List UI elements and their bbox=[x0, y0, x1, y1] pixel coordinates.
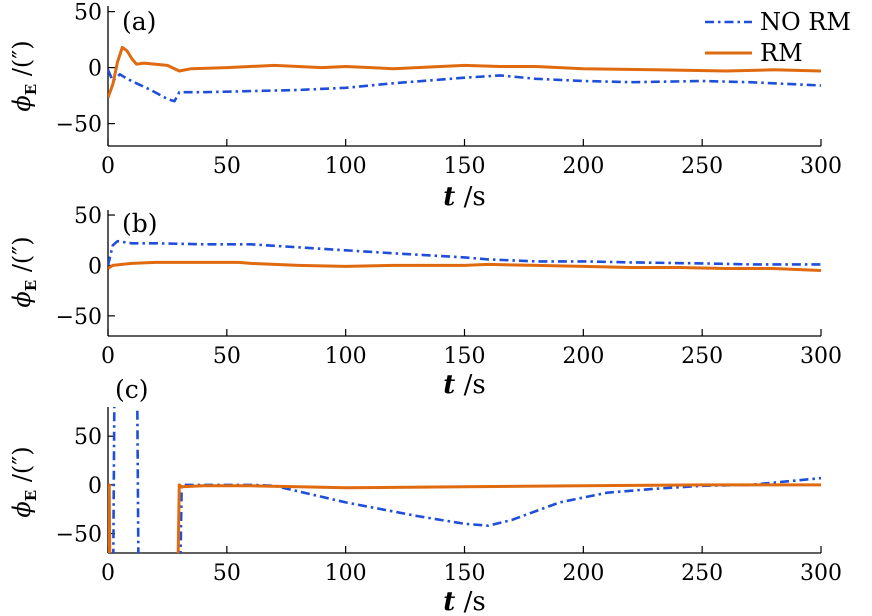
x-tick-label: 50 bbox=[213, 154, 241, 179]
panel-c: 0 50 100 150 200 250 300 50 0 −50 (c) t /s ϕE /(″) bbox=[8, 375, 842, 616]
series-line-rm bbox=[108, 45, 821, 99]
x-tick-label: 100 bbox=[325, 561, 367, 586]
x-tick-label: 200 bbox=[562, 154, 604, 179]
x-axis-label: t /s bbox=[443, 370, 485, 400]
x-tick-label: 0 bbox=[101, 154, 115, 179]
plot-area bbox=[108, 407, 821, 553]
y-tick-label: 50 bbox=[74, 1, 102, 26]
legend-label: NO RM bbox=[760, 8, 851, 36]
y-tick-label: −50 bbox=[56, 523, 102, 548]
y-tick-label: −50 bbox=[56, 305, 102, 330]
x-tick-label: 150 bbox=[444, 344, 486, 369]
series-line-rm bbox=[108, 260, 821, 272]
plot-area bbox=[108, 239, 821, 272]
x-tick-label: 200 bbox=[562, 561, 604, 586]
y-tick-label: 0 bbox=[88, 474, 102, 499]
x-tick-label: 50 bbox=[213, 561, 241, 586]
x-tick-label: 50 bbox=[213, 344, 241, 369]
x-tick-label: 100 bbox=[325, 344, 367, 369]
panel-b: 0 50 100 150 200 250 300 50 0 −50 (b) t /s ϕE /(″) bbox=[8, 204, 842, 400]
series-line-no-rm bbox=[108, 69, 821, 103]
y-tick-label: 0 bbox=[88, 57, 102, 82]
x-axis-label: t /s bbox=[443, 182, 485, 212]
panel-label: (a) bbox=[122, 7, 156, 36]
x-tick-label: 300 bbox=[800, 561, 842, 586]
x-tick-label: 150 bbox=[444, 561, 486, 586]
series-line-rm bbox=[108, 483, 821, 553]
y-axis-label: ϕE /(″) bbox=[8, 446, 40, 517]
x-tick-label: 250 bbox=[681, 154, 723, 179]
panel-a: 0 50 100 150 200 250 300 50 0 −50 (a) t /s ϕE /(″) NO… bbox=[8, 1, 851, 212]
plot-area bbox=[108, 45, 821, 103]
y-tick-label: 0 bbox=[88, 254, 102, 279]
panel-label: (b) bbox=[122, 209, 158, 238]
x-tick-label: 0 bbox=[101, 344, 115, 369]
x-axis-label: t /s bbox=[443, 587, 485, 616]
x-tick-label: 150 bbox=[444, 154, 486, 179]
series-line-no-rm bbox=[112, 407, 821, 553]
x-tick-label: 100 bbox=[325, 154, 367, 179]
x-tick-label: 300 bbox=[800, 344, 842, 369]
x-tick-label: 0 bbox=[101, 561, 115, 586]
panel-label: (c) bbox=[115, 375, 149, 404]
x-tick-label: 250 bbox=[681, 344, 723, 369]
y-tick-label: −50 bbox=[56, 113, 102, 138]
y-axis-label: ϕE /(″) bbox=[8, 236, 40, 307]
legend: NO RM RM bbox=[705, 8, 851, 67]
x-tick-label: 250 bbox=[681, 561, 723, 586]
y-tick-label: 50 bbox=[74, 204, 102, 229]
legend-label: RM bbox=[760, 39, 803, 67]
y-axis-label: ϕE /(″) bbox=[8, 40, 40, 111]
series-line-no-rm bbox=[108, 239, 821, 266]
x-tick-label: 300 bbox=[800, 154, 842, 179]
x-tick-label: 200 bbox=[562, 344, 604, 369]
y-tick-label: 50 bbox=[74, 425, 102, 450]
